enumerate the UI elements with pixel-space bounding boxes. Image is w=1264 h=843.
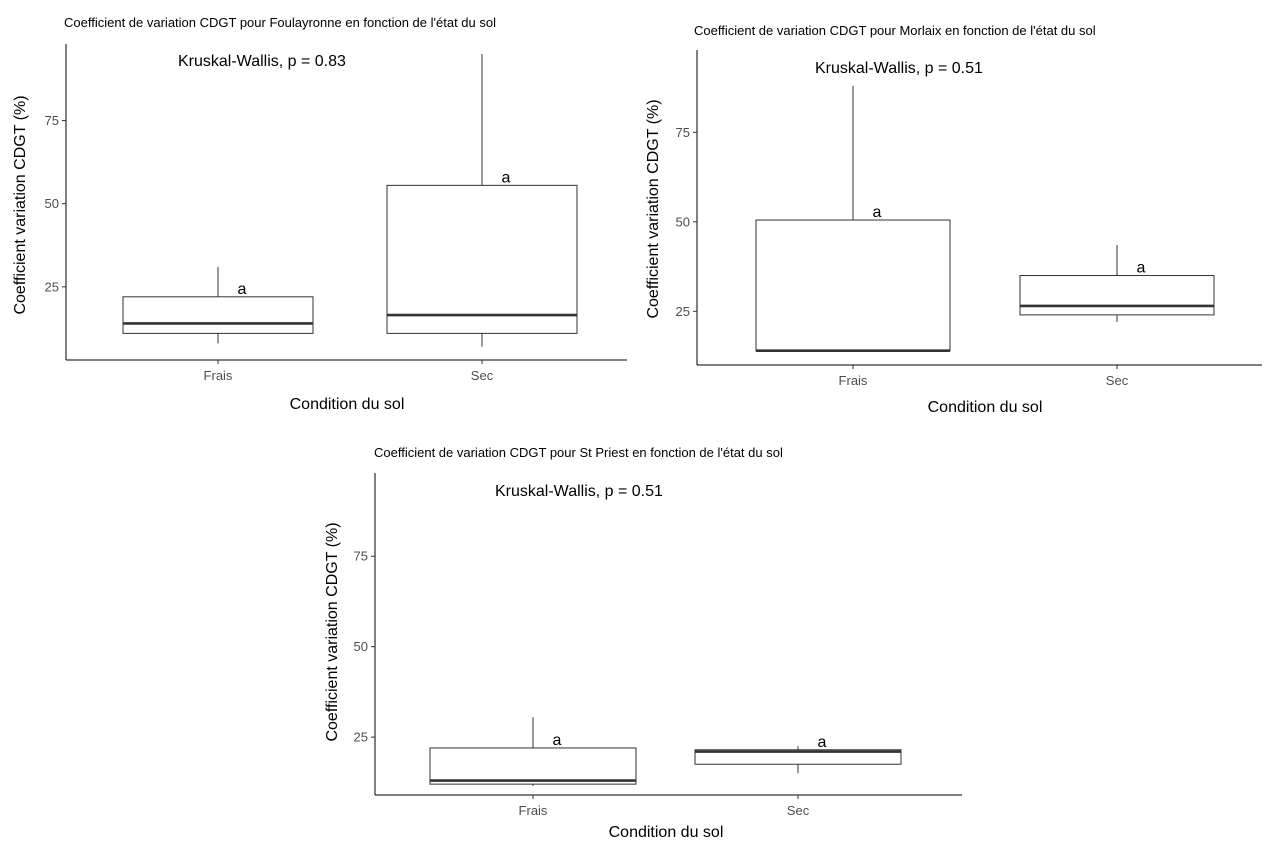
x-tick-label: Sec [1106,373,1129,388]
y-axis-title: Coefficient variation CDGT (%) [324,522,341,741]
y-tick-label: 50 [354,639,368,654]
y-tick-label: 50 [676,214,690,229]
chart-title: Coefficient de variation CDGT pour Foula… [64,15,496,30]
kruskal-wallis-annotation: Kruskal-Wallis, p = 0.51 [495,483,663,500]
chart-panel-foulayronne: Coefficient de variation CDGT pour Foula… [12,15,627,413]
x-axis-title: Condition du sol [928,399,1043,416]
x-tick-label: Sec [471,368,494,383]
chart-panel-morlaix: Coefficient de variation CDGT pour Morla… [645,23,1262,416]
y-tick-label: 75 [676,125,690,140]
box-frais [122,296,314,334]
significance-letter: a [553,732,562,749]
y-tick-label: 75 [354,549,368,564]
y-axis-title: Coefficient variation CDGT (%) [12,95,29,314]
chart-panel-st-priest: Coefficient de variation CDGT pour St Pr… [324,445,962,841]
x-tick-label: Frais [839,373,868,388]
kruskal-wallis-annotation: Kruskal-Wallis, p = 0.83 [178,53,346,70]
box-sec [1019,275,1215,316]
y-tick-label: 25 [45,279,59,294]
x-tick-label: Frais [519,803,548,818]
x-axis-title: Condition du sol [290,396,405,413]
y-axis-title: Coefficient variation CDGT (%) [645,99,662,318]
chart-title: Coefficient de variation CDGT pour Morla… [694,23,1096,38]
y-tick-label: 50 [45,196,59,211]
box-sec [386,184,578,334]
chart-title: Coefficient de variation CDGT pour St Pr… [374,445,783,460]
x-axis-title: Condition du sol [609,824,724,841]
kruskal-wallis-annotation: Kruskal-Wallis, p = 0.51 [815,60,983,77]
y-tick-label: 25 [676,304,690,319]
x-tick-label: Frais [204,368,233,383]
significance-letter: a [1137,260,1146,277]
box-frais [755,219,951,352]
box-frais [429,747,637,785]
y-tick-label: 25 [354,730,368,745]
y-tick-label: 75 [45,113,59,128]
significance-letter: a [818,734,827,751]
x-tick-label: Sec [787,803,810,818]
significance-letter: a [238,281,247,298]
significance-letter: a [873,204,882,221]
box-sec [694,749,902,765]
significance-letter: a [502,169,511,186]
